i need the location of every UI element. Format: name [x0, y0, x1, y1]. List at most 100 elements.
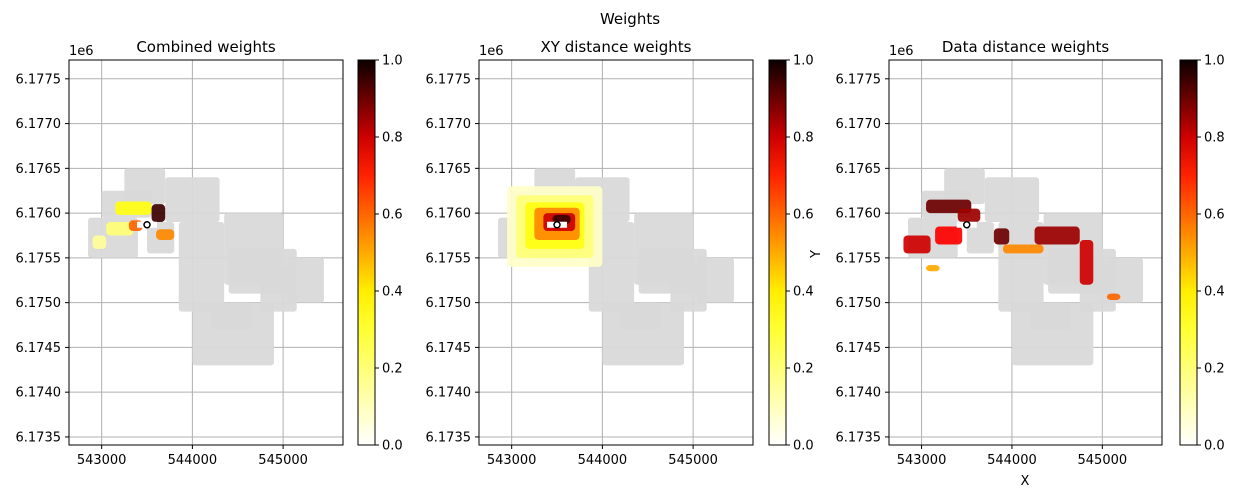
center-point-marker	[553, 220, 561, 229]
subplot-3: 543000 544000 545000 6.1735 6.1740 6.1745 6.17…	[836, 38, 1225, 489]
weight-zone	[926, 265, 940, 272]
colorbar-tick-label: 0.2	[382, 362, 403, 377]
y-tick-label: 6.1760	[426, 207, 472, 222]
y-tick-label: 6.1760	[16, 207, 62, 222]
subplot-1: 543000 544000 545000 6.1735 6.1740 6.1745 6.17…	[16, 38, 403, 468]
y-tick-label: 6.1750	[16, 296, 62, 311]
weight-zone	[935, 226, 963, 245]
y-tick-label: 6.1740	[426, 386, 472, 401]
weight-zone	[115, 201, 152, 215]
colorbar-tick-label: 0.2	[793, 362, 814, 377]
colorbar-tick-label: 0.6	[382, 208, 403, 223]
colorbar-tick-label: 0.4	[793, 285, 814, 300]
x-tick-label: 545000	[668, 453, 718, 468]
x-tick-label: 545000	[258, 453, 308, 468]
colorbar-tick-label: 0.8	[382, 131, 403, 146]
y-tick-label: 6.1745	[836, 341, 882, 356]
y-tick-label: 6.1770	[836, 117, 882, 132]
field-area	[697, 257, 734, 303]
y-tick-label: 6.1745	[426, 341, 472, 356]
y-tick-label: 6.1755	[426, 251, 472, 266]
y-tick-label: 6.1745	[16, 341, 62, 356]
colorbar-gradient	[357, 59, 376, 446]
y-tick-label: 6.1740	[16, 386, 62, 401]
field-area	[1030, 302, 1071, 330]
y-axis-label: Y	[809, 250, 824, 259]
subplot-title: Combined weights	[136, 38, 276, 56]
field-area	[984, 177, 1040, 223]
colorbar-gradient	[768, 59, 787, 446]
field-area	[1106, 257, 1144, 303]
weight-zone	[1079, 239, 1094, 285]
center-point-marker	[143, 220, 151, 229]
colorbar-tick-label: 0.0	[382, 439, 403, 454]
colorbar-tick-label: 0.6	[1204, 208, 1225, 223]
colorbar-tick-label: 0.4	[1204, 285, 1225, 300]
colorbar-tick-label: 1.0	[1204, 54, 1225, 69]
y-tick-label: 6.1775	[836, 72, 882, 87]
y-tick-label: 6.1765	[426, 162, 472, 177]
figure-suptitle: Weights	[600, 10, 660, 28]
field-area	[165, 177, 220, 223]
y-tick-label: 6.1750	[836, 296, 882, 311]
field-area	[260, 266, 297, 312]
weight-zone	[903, 235, 931, 254]
y-tick-label: 6.1775	[426, 72, 472, 87]
colorbar-tick-label: 0.0	[1204, 439, 1225, 454]
weight-zone	[993, 228, 1010, 245]
y-tick-label: 6.1760	[836, 207, 882, 222]
y-tick-label: 6.1770	[426, 117, 472, 132]
center-point-marker	[962, 220, 971, 229]
offset-label: 1e6	[889, 44, 914, 59]
y-tick-label: 6.1770	[16, 117, 62, 132]
colorbar-tick-label: 0.0	[793, 439, 814, 454]
y-tick-label: 6.1755	[836, 251, 882, 266]
y-tick-label: 6.1765	[836, 162, 882, 177]
x-tick-label: 543000	[897, 453, 947, 468]
weight-zone	[156, 229, 175, 240]
colorbar: 0.0 0.2 0.4 0.6 0.8 1.0	[768, 54, 814, 454]
x-tick-label: 543000	[77, 453, 127, 468]
colorbar-tick-label: 0.4	[382, 285, 403, 300]
x-tick-label: 543000	[487, 453, 537, 468]
x-tick-label: 544000	[578, 453, 628, 468]
x-tick-label: 544000	[168, 453, 218, 468]
axes-frame	[888, 59, 1163, 446]
field-area	[287, 257, 324, 303]
weight-zone	[106, 222, 134, 236]
weight-zone	[151, 204, 166, 223]
weight-zone	[1034, 226, 1080, 245]
y-tick-label: 6.1735	[426, 430, 472, 445]
weight-zone	[957, 208, 981, 223]
colorbar-tick-label: 1.0	[793, 54, 814, 69]
subplot-2: 543000 544000 545000 6.1735 6.1740 6.1745 6.17…	[426, 38, 825, 468]
y-tick-label: 6.1755	[16, 251, 62, 266]
y-tick-label: 6.1750	[426, 296, 472, 311]
y-tick-label: 6.1775	[16, 72, 62, 87]
x-tick-label: 544000	[987, 453, 1037, 468]
y-tick-label: 6.1740	[836, 386, 882, 401]
x-axis-label: X	[1021, 474, 1030, 489]
subplot-title: Data distance weights	[942, 38, 1109, 56]
weight-zone	[1106, 293, 1121, 300]
colorbar-tick-label: 0.8	[1204, 131, 1225, 146]
colorbar-tick-label: 0.6	[793, 208, 814, 223]
weight-zone	[92, 235, 107, 249]
offset-label: 1e6	[479, 44, 504, 59]
y-tick-label: 6.1765	[16, 162, 62, 177]
field-area	[178, 222, 225, 312]
colorbar: 0.0 0.2 0.4 0.6 0.8 1.0	[1179, 54, 1225, 454]
x-tick-label: 545000	[1078, 453, 1128, 468]
offset-label: 1e6	[69, 44, 94, 59]
field-area	[966, 222, 994, 254]
colorbar-tick-label: 0.8	[793, 131, 814, 146]
y-tick-label: 6.1735	[836, 430, 882, 445]
field-area	[210, 302, 252, 330]
colorbar: 0.0 0.2 0.4 0.6 0.8 1.0	[357, 54, 403, 454]
axes-frame	[68, 59, 344, 446]
colorbar-tick-label: 0.2	[1204, 362, 1225, 377]
colorbar-tick-label: 1.0	[382, 54, 403, 69]
field-area	[620, 302, 662, 330]
y-tick-label: 6.1735	[16, 430, 62, 445]
